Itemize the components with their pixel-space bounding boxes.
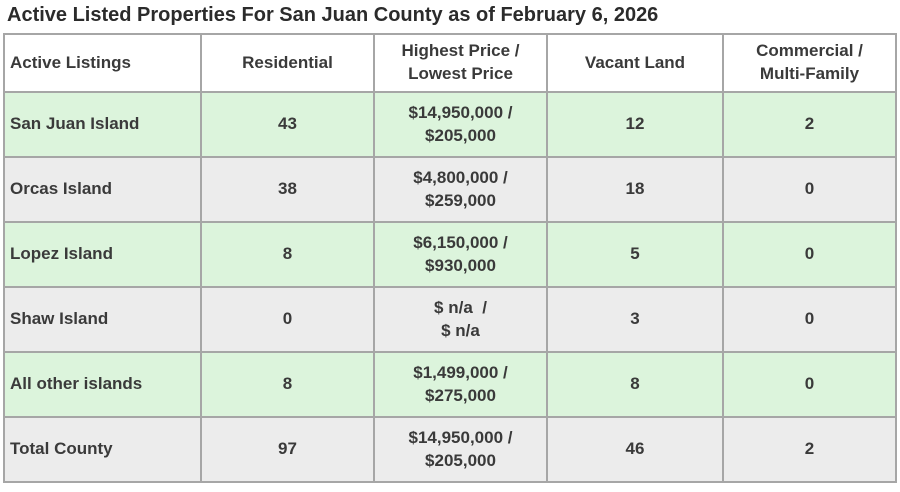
commercial-value: 2	[722, 91, 897, 158]
commercial-value: 0	[722, 286, 897, 353]
col-header-commercial: Commercial / Multi-Family	[722, 33, 897, 93]
commercial-value: 0	[722, 351, 897, 418]
commercial-value: 0	[722, 221, 897, 288]
price-range-value: $14,950,000 / $205,000	[373, 416, 548, 483]
header-row: Active Listings Residential Highest Pric…	[3, 33, 897, 93]
table-row-all-other-islands: All other islands 8 $1,499,000 / $275,00…	[3, 351, 897, 418]
residential-value: 97	[200, 416, 375, 483]
commercial-value: 0	[722, 156, 897, 223]
vacant-land-value: 46	[546, 416, 724, 483]
row-label: Total County	[3, 416, 202, 483]
price-range-value: $4,800,000 / $259,000	[373, 156, 548, 223]
vacant-land-value: 18	[546, 156, 724, 223]
vacant-land-value: 5	[546, 221, 724, 288]
vacant-land-value: 8	[546, 351, 724, 418]
col-header-residential: Residential	[200, 33, 375, 93]
table-row-san-juan-island: San Juan Island 43 $14,950,000 / $205,00…	[3, 91, 897, 158]
vacant-land-value: 3	[546, 286, 724, 353]
col-header-price-range: Highest Price / Lowest Price	[373, 33, 548, 93]
row-label: Orcas Island	[3, 156, 202, 223]
vacant-land-value: 12	[546, 91, 724, 158]
price-range-value: $14,950,000 / $205,000	[373, 91, 548, 158]
commercial-value: 2	[722, 416, 897, 483]
table-row-shaw-island: Shaw Island 0 $ n/a / $ n/a 3 0	[3, 286, 897, 353]
price-range-value: $6,150,000 / $930,000	[373, 221, 548, 288]
row-label: Shaw Island	[3, 286, 202, 353]
row-label: All other islands	[3, 351, 202, 418]
residential-value: 8	[200, 351, 375, 418]
table-row-total-county: Total County 97 $14,950,000 / $205,000 4…	[3, 416, 897, 483]
col-header-active-listings: Active Listings	[3, 33, 202, 93]
table-row-lopez-island: Lopez Island 8 $6,150,000 / $930,000 5 0	[3, 221, 897, 288]
col-header-vacant-land: Vacant Land	[546, 33, 724, 93]
active-listings-table: Active Listings Residential Highest Pric…	[3, 33, 897, 483]
page-title: Active Listed Properties For San Juan Co…	[7, 4, 659, 26]
residential-value: 0	[200, 286, 375, 353]
price-range-value: $1,499,000 / $275,000	[373, 351, 548, 418]
price-range-value: $ n/a / $ n/a	[373, 286, 548, 353]
residential-value: 43	[200, 91, 375, 158]
row-label: Lopez Island	[3, 221, 202, 288]
row-label: San Juan Island	[3, 91, 202, 158]
table-row-orcas-island: Orcas Island 38 $4,800,000 / $259,000 18…	[3, 156, 897, 223]
residential-value: 8	[200, 221, 375, 288]
residential-value: 38	[200, 156, 375, 223]
